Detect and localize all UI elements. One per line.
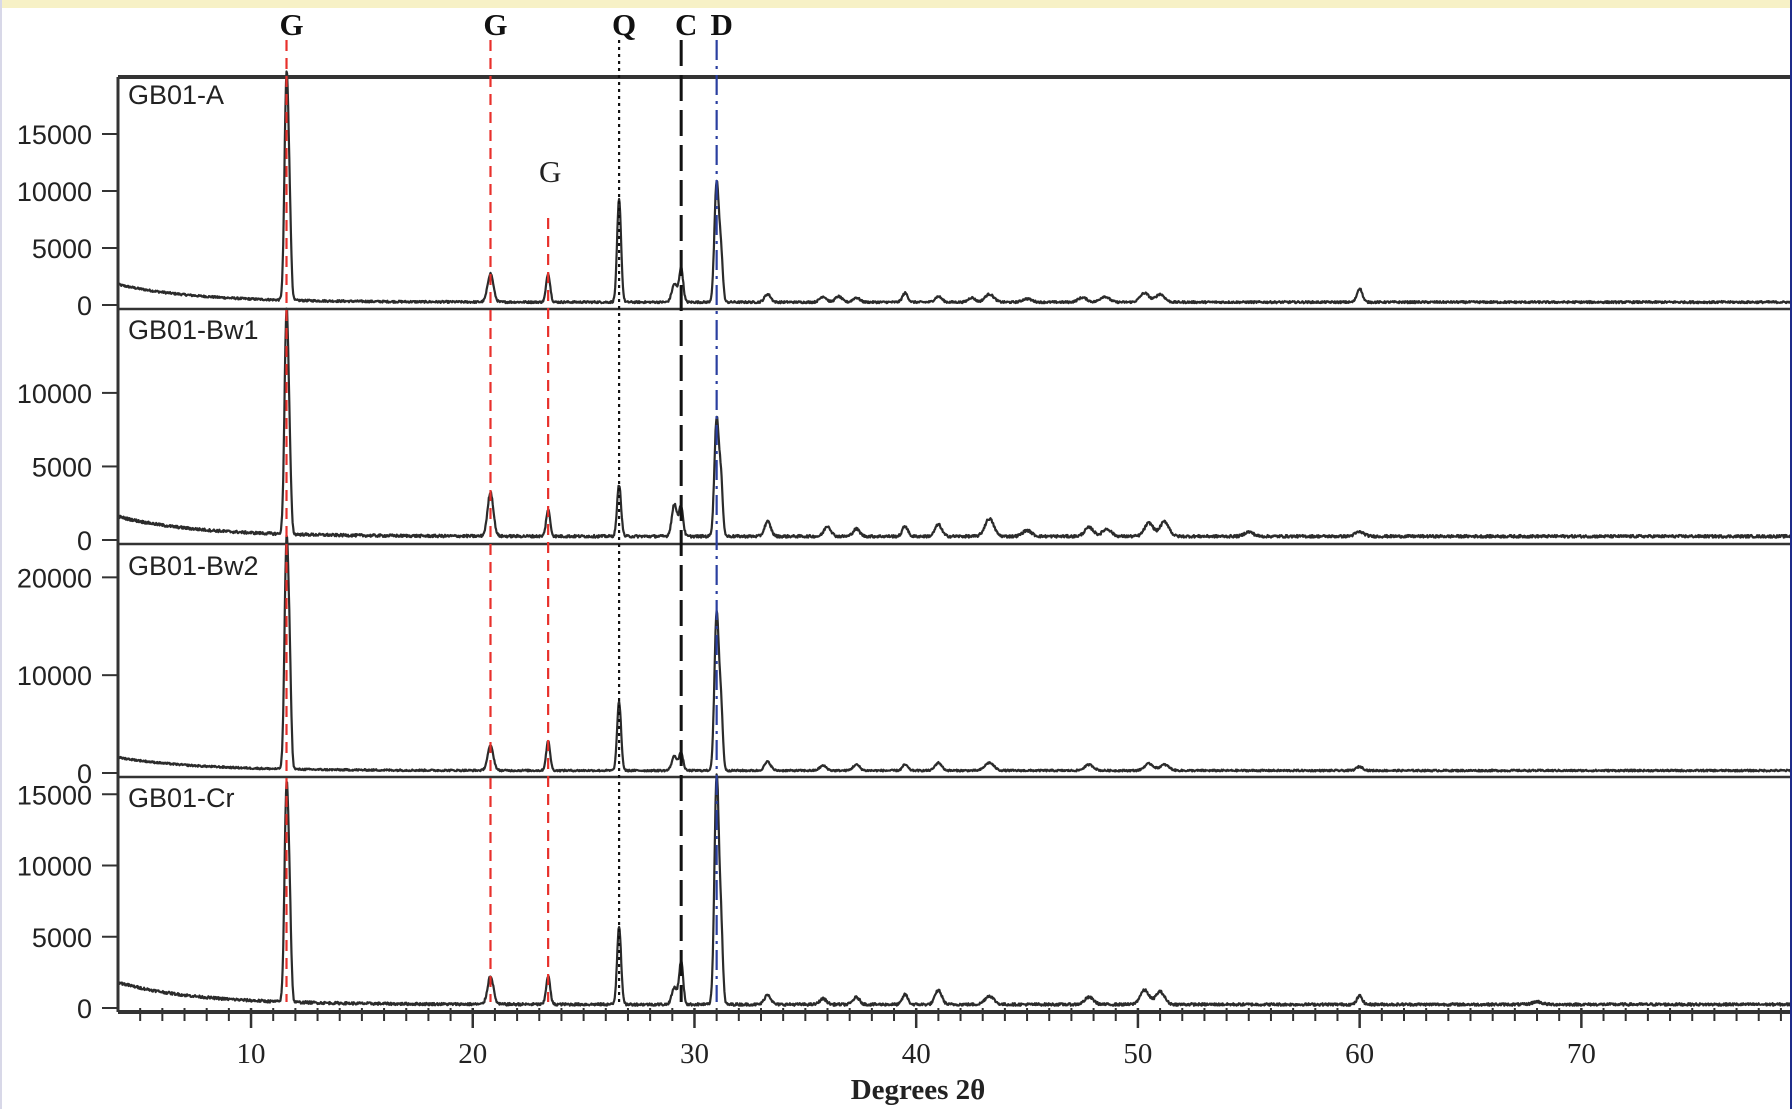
y-tick-label: 10000: [17, 661, 92, 691]
xrd-trace: [117, 70, 1792, 305]
y-tick-label: 20000: [17, 563, 92, 593]
labels-layer: 0 5000 10000 15000 GB01-A 0 5000 10000 GB01-Bw1 0…: [17, 7, 1596, 1070]
phase-marker-label: G: [483, 7, 507, 42]
y-tick-label: 0: [77, 291, 92, 321]
phase-marker-label: G: [539, 154, 561, 189]
y-tick-label: 0: [77, 759, 92, 789]
xrd-trace: [117, 534, 1792, 773]
xrd-trace: [117, 307, 1792, 539]
phase-marker-label: C: [675, 7, 697, 42]
x-tick-label: 70: [1567, 1038, 1596, 1070]
y-tick-label: 15000: [17, 780, 92, 810]
x-axis-title: Degrees 2θ: [851, 1074, 986, 1106]
y-tick-label: 10000: [17, 379, 92, 409]
panel-label: GB01-Bw2: [128, 551, 259, 581]
xrd-trace: [116, 773, 1792, 1007]
top-band: [0, 0, 1792, 8]
y-tick-label: 10000: [17, 177, 92, 207]
panel-label: GB01-Cr: [128, 783, 235, 813]
phase-marker-label: D: [710, 7, 732, 42]
x-tick-label: 50: [1123, 1038, 1152, 1070]
x-tick-label: 60: [1345, 1038, 1374, 1070]
right-edge: [1790, 0, 1792, 1109]
panel-label: GB01-A: [128, 80, 224, 110]
y-tick-label: 15000: [17, 120, 92, 150]
y-tick-label: 5000: [32, 452, 92, 482]
phase-marker-label: G: [279, 7, 303, 42]
x-tick-label: 30: [680, 1038, 709, 1070]
x-tick-label: 20: [458, 1038, 487, 1070]
traces-layer: [116, 70, 1792, 1007]
x-tick-label: 40: [902, 1038, 931, 1070]
y-tick-label: 0: [77, 526, 92, 556]
y-tick-label: 5000: [32, 234, 92, 264]
phase-markers-layer: [285, 40, 718, 1002]
x-tick-label: 10: [237, 1038, 266, 1070]
y-tick-label: 0: [77, 994, 92, 1024]
left-edge: [0, 0, 2, 1109]
phase-marker-label: Q: [612, 7, 636, 42]
y-tick-label: 10000: [17, 852, 92, 882]
y-tick-label: 5000: [32, 923, 92, 953]
axes-layer: [102, 75, 1792, 1028]
panel-label: GB01-Bw1: [128, 315, 259, 345]
